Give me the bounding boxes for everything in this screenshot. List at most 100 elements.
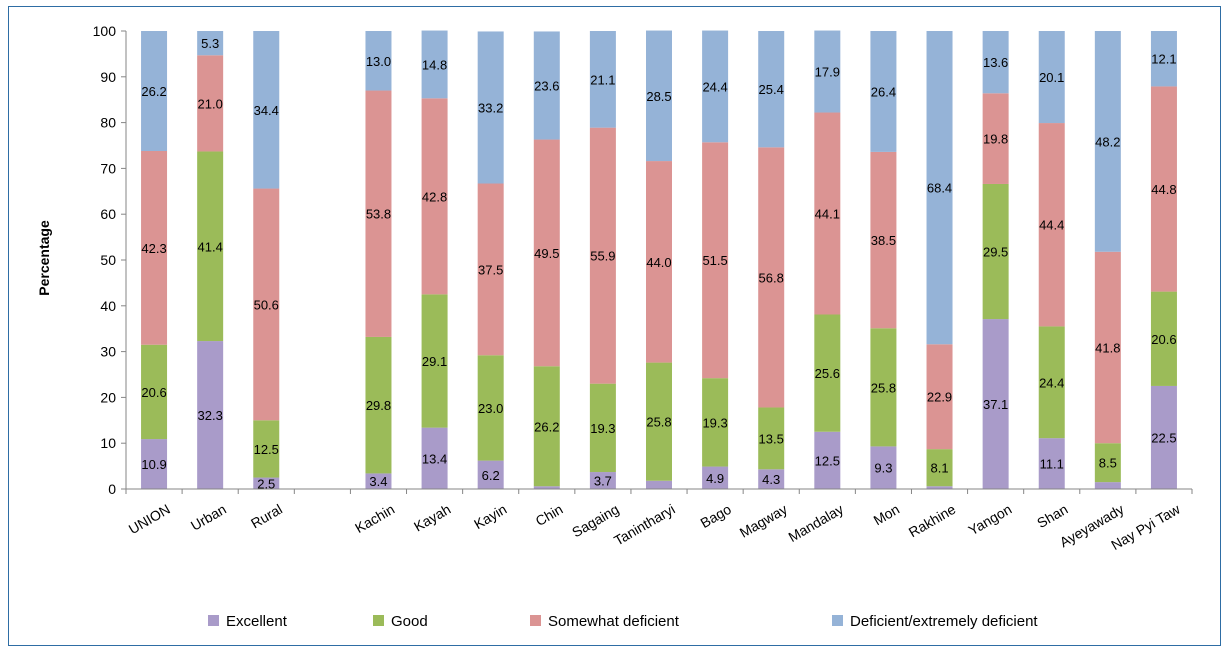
x-tick-label: Mon	[871, 501, 903, 528]
bar-segment	[702, 30, 729, 143]
data-label: 4.3	[762, 472, 780, 487]
legend-label: Excellent	[226, 613, 288, 630]
data-label: 53.8	[366, 207, 391, 222]
bar-segment	[589, 31, 616, 128]
data-label: 44.0	[646, 255, 671, 270]
bar-segment	[646, 362, 672, 481]
bar-segment	[646, 480, 672, 489]
y-tick-label: 90	[100, 69, 116, 85]
x-tick-label: Rakhine	[906, 501, 959, 541]
bar-segment	[1038, 31, 1065, 124]
bar-segment	[758, 31, 785, 148]
data-label: 20.6	[1151, 332, 1176, 347]
bar-segment	[926, 486, 953, 489]
data-label: 55.9	[590, 249, 615, 264]
x-tick-label: Urban	[188, 501, 229, 534]
bar-segment	[589, 383, 616, 473]
bar-segment	[141, 344, 168, 440]
bar-segment	[702, 378, 729, 467]
bar-segment	[702, 466, 729, 489]
data-labels-layer: 10.9 20.6 42.3 26.2 32.3 41.4 21.0 5.3 2.5 12.5 50…	[141, 36, 1176, 491]
bar-segment	[533, 366, 560, 487]
data-label: 11.1	[1040, 457, 1064, 472]
legend: Excellent Good Somewhat deficient Deficient…	[208, 613, 1038, 630]
bar-segment	[870, 446, 897, 489]
data-label: 38.5	[871, 233, 896, 248]
bar-segment	[926, 344, 953, 450]
data-label: 13.5	[759, 431, 784, 446]
bar-segment	[253, 188, 280, 421]
bar-segment	[141, 31, 168, 151]
data-label: 12.5	[254, 442, 279, 457]
y-tick-label: 20	[100, 389, 116, 405]
data-label: 34.4	[254, 103, 279, 118]
data-label: 24.4	[1039, 375, 1064, 390]
x-tick-label: Kayin	[471, 501, 509, 532]
data-label: 41.8	[1095, 340, 1120, 355]
y-tick-label: 10	[100, 435, 116, 451]
y-tick-label: 40	[100, 298, 116, 314]
data-label: 37.1	[983, 397, 1008, 412]
bar-segment	[814, 431, 841, 489]
x-tick-label: Kachin	[352, 501, 397, 536]
bar-segment	[758, 407, 785, 470]
bar-segment	[814, 112, 841, 315]
bar-segment	[702, 142, 729, 379]
data-label: 44.4	[1039, 218, 1064, 233]
bar-segment	[1038, 438, 1065, 489]
bar-segment	[870, 31, 897, 152]
data-label: 21.1	[590, 72, 615, 87]
bar-segment	[870, 151, 897, 329]
bar-segment	[365, 90, 392, 337]
data-label: 25.8	[646, 415, 671, 430]
data-label: 20.6	[141, 385, 166, 400]
bar-segment	[421, 30, 448, 99]
bar-segment	[1150, 291, 1177, 386]
bar-segment	[1094, 31, 1121, 252]
data-label: 25.4	[759, 82, 784, 97]
bar-segment	[758, 147, 785, 408]
bar-segment	[253, 31, 280, 189]
data-label: 42.3	[141, 241, 166, 256]
bar-segment	[141, 439, 168, 489]
bar-segment	[870, 328, 897, 447]
bar-segment	[1038, 326, 1065, 439]
y-tick-label: 50	[100, 252, 116, 268]
y-tick-label: 100	[93, 23, 117, 39]
bar-segment	[1150, 86, 1177, 292]
data-label: 26.2	[141, 84, 166, 99]
data-label: 2.5	[257, 476, 275, 491]
data-label: 3.7	[594, 474, 612, 489]
bar-segment	[1094, 443, 1121, 483]
bars-layer	[141, 30, 1177, 489]
data-label: 41.4	[198, 239, 223, 254]
data-label: 12.1	[1151, 52, 1176, 67]
data-label: 50.6	[254, 297, 279, 312]
data-label: 42.8	[422, 189, 447, 204]
x-tick-label: Yangon	[965, 501, 1014, 538]
data-label: 13.6	[983, 55, 1008, 70]
data-label: 13.0	[366, 54, 391, 69]
data-label: 29.8	[366, 398, 391, 413]
y-tick-label: 60	[100, 206, 116, 222]
data-label: 37.5	[478, 262, 503, 277]
bar-segment	[421, 294, 448, 428]
data-label: 32.3	[198, 408, 223, 423]
bar-segment	[365, 31, 392, 91]
data-label: 23.6	[534, 79, 559, 94]
bar-segment	[477, 183, 504, 356]
data-label: 5.3	[201, 36, 219, 51]
bar-segment	[1094, 251, 1121, 444]
data-label: 4.9	[706, 471, 724, 486]
bar-segment	[589, 472, 616, 489]
x-tick-label: Mandalay	[785, 501, 846, 545]
bar-segment	[197, 31, 224, 56]
x-tick-label: Magway	[737, 501, 790, 541]
data-label: 10.9	[141, 457, 166, 472]
legend-label: Good	[391, 613, 428, 630]
data-label: 9.3	[874, 461, 892, 476]
data-label: 3.4	[369, 474, 387, 489]
bar-segment	[421, 427, 448, 489]
bar-segment	[1038, 123, 1065, 327]
bar-segment	[646, 30, 672, 162]
